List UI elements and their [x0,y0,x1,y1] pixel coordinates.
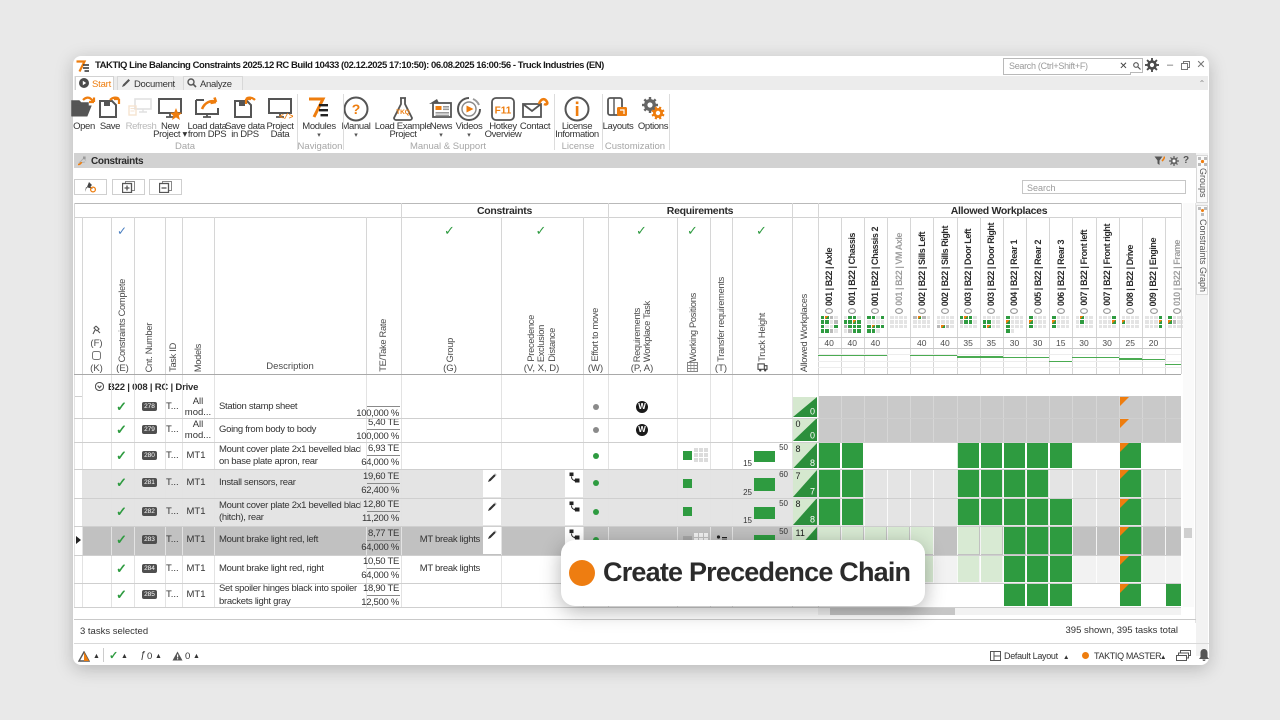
svg-text:8: 8 [795,444,800,454]
svg-text:7: 7 [809,486,814,496]
svg-text:0: 0 [795,419,800,429]
svg-text:11: 11 [795,528,804,538]
svg-text:TKQ: TKQ [396,109,410,116]
svg-text:</>: </> [279,113,294,121]
svg-text:8: 8 [809,458,814,468]
svg-text:?: ? [352,101,361,117]
svg-text:8: 8 [809,515,814,525]
svg-text:7: 7 [795,471,800,481]
svg-text:0: 0 [809,406,814,416]
svg-text:F11: F11 [495,106,512,117]
svg-text:8: 8 [795,499,800,509]
svg-text:0: 0 [809,431,814,441]
